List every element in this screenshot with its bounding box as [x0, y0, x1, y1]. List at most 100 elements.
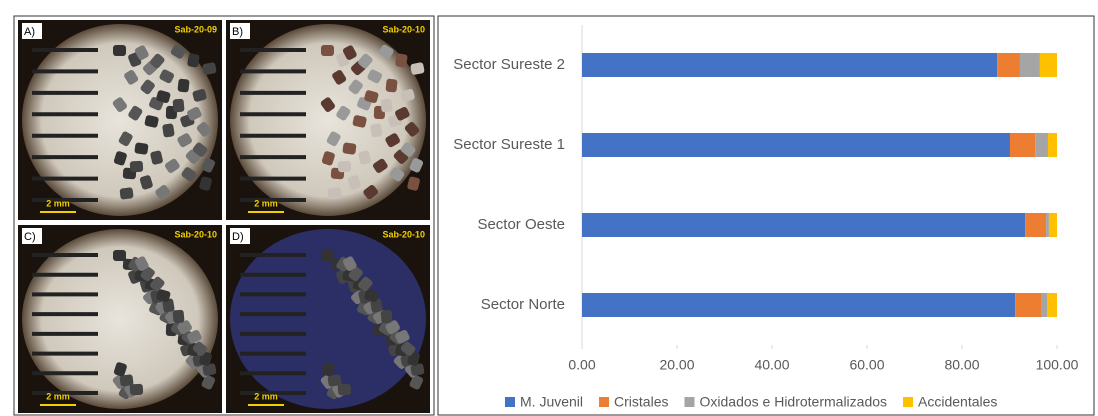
panel-letter: A) [24, 26, 35, 38]
grain [134, 142, 149, 155]
grain [348, 266, 363, 282]
grain [370, 298, 383, 313]
grain [162, 123, 175, 138]
grain [150, 276, 165, 292]
grain [187, 53, 200, 68]
legend-swatch [505, 397, 515, 407]
grain [202, 62, 217, 75]
y-tick-label: Sector Sureste 1 [453, 136, 565, 153]
grain [202, 363, 217, 376]
y-tick-label: Sector Sureste 2 [453, 56, 565, 73]
grain [373, 158, 388, 173]
letter-box [230, 23, 250, 39]
grain [192, 341, 208, 356]
grain [113, 151, 127, 166]
legend-swatch [599, 397, 610, 407]
grain [118, 131, 133, 147]
grain [342, 45, 357, 60]
grain [348, 79, 363, 95]
x-tick-label: 60.00 [849, 357, 884, 373]
grain [326, 131, 341, 147]
grain [113, 362, 127, 377]
grain [170, 44, 186, 59]
grain [181, 167, 197, 182]
legend-label: Oxidados e Hidrotermalizados [700, 394, 888, 410]
bar-segment [1041, 293, 1048, 317]
grain [364, 90, 379, 103]
bar-segment [1019, 53, 1040, 77]
x-tick-label: 0.00 [568, 357, 595, 373]
bar-segment [1039, 53, 1057, 77]
legend-label: Cristales [614, 394, 668, 410]
bar-segment [1048, 213, 1057, 237]
scale-label: 2 mm [46, 198, 70, 208]
photo-frame [13, 15, 435, 416]
grain [192, 89, 207, 102]
grain [321, 151, 335, 166]
grain [380, 309, 393, 324]
grain [389, 167, 405, 182]
grain [144, 115, 159, 128]
sample-label: Sab-20-09 [174, 24, 217, 34]
bar-segment [1047, 293, 1057, 317]
legend-label: Accidentales [918, 394, 997, 410]
grain [407, 176, 420, 191]
grain [199, 176, 212, 191]
grain [172, 309, 185, 324]
grain [159, 69, 175, 84]
grain [321, 250, 334, 261]
grain [129, 383, 144, 396]
letter-box [22, 23, 42, 39]
bar-segment [582, 293, 1016, 317]
grain [156, 90, 171, 103]
grain [321, 45, 334, 56]
grain [156, 289, 171, 302]
grain [124, 70, 139, 85]
panel-letter: D) [232, 231, 244, 243]
bar-segment [582, 133, 1010, 157]
grain [404, 122, 420, 137]
grain [378, 44, 394, 59]
x-tick-label: 80.00 [944, 357, 979, 373]
bar-segment [1015, 293, 1042, 317]
grain [187, 329, 202, 344]
grain [113, 250, 126, 261]
scale-label: 2 mm [254, 198, 278, 208]
x-tick-label: 100.00 [1036, 357, 1079, 373]
grain [370, 123, 383, 138]
panel-letter: C) [24, 231, 36, 243]
grain [321, 362, 335, 377]
grain [410, 62, 425, 75]
grain [187, 106, 202, 121]
grain [395, 53, 408, 68]
grain [134, 256, 149, 271]
grain [409, 375, 424, 390]
grain [177, 320, 192, 335]
grain [358, 276, 373, 292]
grain [410, 363, 425, 376]
grain [385, 133, 400, 148]
bar-segment [582, 213, 1026, 237]
grain [367, 69, 383, 84]
grain [140, 266, 155, 282]
sample-label: Sab-20-10 [382, 24, 425, 34]
x-tick-label: 20.00 [659, 357, 694, 373]
grain [364, 289, 379, 302]
bar-segment [1009, 133, 1036, 157]
grain [358, 53, 373, 69]
grain [327, 374, 342, 387]
grain [201, 375, 216, 390]
y-tick-label: Sector Oeste [477, 216, 565, 233]
grain [400, 142, 416, 157]
bar-segment [1046, 213, 1049, 237]
grain [395, 106, 410, 121]
letter-box [22, 228, 42, 244]
bar-segment [1025, 213, 1047, 237]
grain [150, 150, 163, 165]
grain [327, 187, 342, 200]
grain [134, 45, 149, 60]
grain [165, 158, 180, 173]
letter-box [230, 228, 250, 244]
grain [113, 45, 126, 56]
